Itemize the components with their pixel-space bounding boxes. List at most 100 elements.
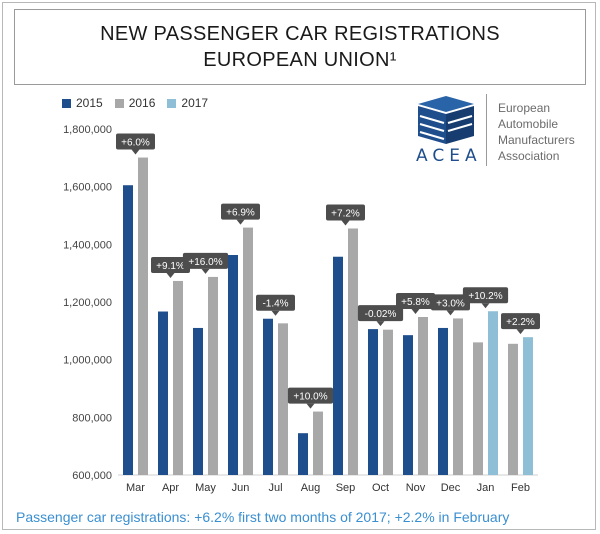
bar-2016 [348, 228, 358, 475]
bar-2016 [473, 342, 483, 475]
bar-2016 [453, 318, 463, 475]
chart-legend: 2015 2016 2017 [62, 96, 220, 110]
org-line-3: Manufacturers [498, 133, 575, 147]
change-badge [462, 287, 509, 304]
change-badge-pointer [376, 321, 385, 327]
change-badge-label: +3.0% [436, 298, 465, 309]
change-badge [256, 294, 295, 311]
change-badge [182, 252, 229, 269]
change-badge-label: +6.0% [121, 138, 150, 149]
x-tick-label: Mar [126, 482, 145, 494]
change-badge-label: +6.9% [226, 208, 255, 219]
bar-2016 [208, 276, 218, 475]
change-badge-pointer [271, 310, 280, 316]
bar-2015 [123, 185, 133, 475]
chart-frame [2, 2, 596, 530]
chart-title-line-2: EUROPEAN UNION¹ [203, 49, 397, 71]
footer-caption: Passenger car registrations: +6.2% first… [16, 509, 510, 525]
x-tick-label: Oct [372, 482, 389, 494]
change-badge-pointer [306, 403, 315, 409]
legend-label-2016: 2016 [128, 96, 156, 110]
bar-2016 [138, 157, 148, 476]
x-tick-label: Feb [511, 482, 530, 494]
logo-divider [486, 94, 487, 166]
y-tick-label: 800,000 [72, 412, 112, 424]
legend-swatch-2016 [114, 98, 124, 108]
bar-2016 [508, 343, 518, 475]
change-badge-label: -0.02% [365, 309, 397, 320]
bar-2016 [418, 316, 428, 475]
bar-2015 [263, 318, 273, 475]
bar-2016 [313, 411, 323, 475]
bar-2016 [173, 280, 183, 475]
legend-item-2015: 2015 [62, 96, 103, 110]
change-badge [221, 203, 260, 220]
change-badge-label: +5.8% [401, 297, 430, 308]
acea-cube-icon [418, 96, 474, 144]
change-badge [357, 305, 404, 322]
bar-2015 [368, 329, 378, 475]
change-badge [431, 294, 470, 311]
change-badge-pointer [236, 219, 245, 225]
change-badge [287, 387, 334, 404]
legend-swatch-2017 [167, 98, 177, 108]
change-badge [396, 292, 435, 309]
bar-2015 [193, 327, 203, 475]
y-tick-label: 600,000 [72, 470, 112, 482]
change-badge-label: +2.2% [506, 317, 535, 328]
change-badge-pointer [446, 310, 455, 316]
bar-2015 [298, 433, 308, 475]
x-tick-label: Dec [441, 482, 461, 494]
change-badge-label: +7.2% [331, 208, 360, 219]
acea-org-name: European Automobile Manufacturers Associ… [498, 100, 575, 164]
y-tick-label: 1,200,000 [63, 297, 112, 309]
x-tick-label: Jan [477, 482, 495, 494]
change-badge-label: +10.0% [293, 392, 327, 403]
bar-2015 [333, 256, 343, 475]
change-badge [326, 204, 365, 221]
change-badge [501, 313, 540, 330]
bar-2015 [228, 255, 238, 475]
x-tick-label: Jul [268, 482, 282, 494]
change-badge-pointer [341, 220, 350, 226]
change-badge-pointer [201, 268, 210, 274]
x-tick-label: May [195, 482, 216, 494]
y-tick-label: 1,600,000 [63, 182, 112, 194]
org-line-2: Automobile [498, 117, 559, 131]
change-badge-pointer [411, 308, 420, 314]
y-tick-label: 1,000,000 [63, 355, 112, 367]
legend-label-2015: 2015 [76, 96, 103, 110]
change-badge-pointer [516, 329, 525, 335]
change-badge [151, 256, 190, 273]
acea-acronym: ACEA [416, 146, 482, 166]
bar-2016 [278, 323, 288, 475]
bar-2017 [523, 337, 533, 475]
change-badge-label: +16.0% [188, 257, 222, 268]
acea-logo: ACEA European Automobile Manufacturers A… [412, 92, 592, 172]
legend-label-2017: 2017 [181, 96, 209, 110]
change-badge-pointer [131, 149, 140, 155]
bar-2016 [243, 227, 253, 475]
x-tick-label: Nov [406, 482, 426, 494]
legend-swatch-2015 [62, 98, 71, 108]
y-tick-label: 1,800,000 [63, 124, 112, 136]
x-tick-label: Apr [162, 482, 179, 494]
bar-2015 [158, 311, 168, 475]
org-line-1: European [498, 101, 551, 115]
chart-title-box: NEW PASSENGER CAR REGISTRATIONS EUROPEAN… [14, 9, 586, 85]
change-badge-pointer [166, 272, 175, 278]
change-badge-label: -1.4% [262, 299, 288, 310]
change-badge-pointer [481, 303, 490, 309]
legend-item-2016: 2016 [114, 96, 156, 110]
change-badge [116, 133, 155, 150]
x-tick-label: Sep [336, 482, 356, 494]
change-badge-label: +9.1% [156, 261, 185, 272]
org-line-4: Association [498, 149, 560, 163]
legend-item-2017: 2017 [167, 96, 208, 110]
bar-2016 [383, 329, 393, 475]
y-tick-label: 1,400,000 [63, 239, 112, 251]
chart-title-line-1: NEW PASSENGER CAR REGISTRATIONS [100, 23, 500, 45]
bar-2017 [488, 311, 498, 475]
x-tick-label: Jun [232, 482, 250, 494]
